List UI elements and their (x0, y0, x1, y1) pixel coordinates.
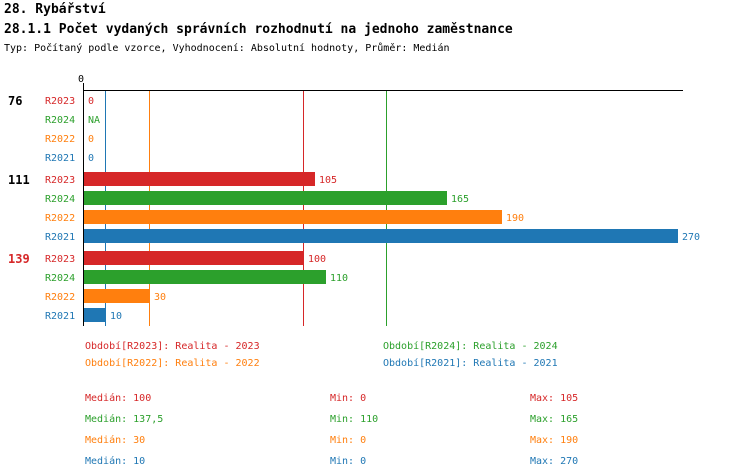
stat-min-R2021: Min: 0 (330, 456, 367, 467)
bar-R2024 (84, 270, 326, 284)
legend-item-R2023: Období[R2023]: Realita - 2023 (85, 341, 260, 352)
bar-value-label: 0 (88, 153, 95, 164)
group-label: 139 (8, 252, 30, 266)
stat-median-R2021: Medián: 10 (85, 456, 146, 467)
bar-value-label: 110 (330, 273, 349, 284)
median-line-R2022 (149, 90, 150, 326)
median-line-R2023 (303, 90, 304, 326)
group-label: 111 (8, 173, 30, 187)
chart-meta-line: Typ: Počítaný podle vzorce, Vyhodnocení:… (4, 43, 450, 54)
bar-value-label: 165 (451, 194, 470, 205)
bar-value-label: 270 (682, 232, 701, 243)
series-label: R2023 (45, 96, 76, 107)
stat-min-R2022: Min: 0 (330, 435, 367, 446)
group-label: 76 (8, 94, 23, 108)
axis-left-line (83, 90, 84, 326)
bar-value-label: 10 (110, 311, 123, 322)
bar-R2021 (84, 229, 678, 243)
stat-max-R2022: Max: 190 (530, 435, 579, 446)
axis-top-line (83, 90, 683, 91)
series-label: R2022 (45, 213, 76, 224)
bar-value-label: 30 (154, 292, 167, 303)
stat-min-R2024: Min: 110 (330, 414, 379, 425)
legend-item-R2022: Období[R2022]: Realita - 2022 (85, 358, 260, 369)
series-label: R2021 (45, 311, 76, 322)
stat-median-R2024: Medián: 137,5 (85, 414, 164, 425)
stat-max-R2024: Max: 165 (530, 414, 579, 425)
bar-value-label: NA (88, 115, 101, 126)
bar-R2021 (84, 308, 106, 322)
series-label: R2024 (45, 115, 76, 126)
legend-item-R2024: Období[R2024]: Realita - 2024 (383, 341, 558, 352)
series-label: R2024 (45, 273, 76, 284)
bar-R2022 (84, 210, 502, 224)
page-title: 28. Rybářství (4, 2, 106, 17)
bar-R2024 (84, 191, 447, 205)
median-line-R2024 (386, 90, 387, 326)
stat-max-R2021: Max: 270 (530, 456, 579, 467)
indicator-title: 28.1.1 Počet vydaných správních rozhodnu… (4, 22, 513, 37)
series-label: R2022 (45, 292, 76, 303)
axis-zero-tick-label: 0 (78, 74, 85, 85)
series-label: R2024 (45, 194, 76, 205)
series-label: R2022 (45, 134, 76, 145)
series-label: R2021 (45, 153, 76, 164)
bar-value-label: 100 (308, 254, 327, 265)
bar-R2023 (84, 251, 304, 265)
bar-value-label: 190 (506, 213, 525, 224)
series-label: R2023 (45, 254, 76, 265)
bar-R2022 (84, 289, 150, 303)
stat-min-R2023: Min: 0 (330, 393, 367, 404)
bar-value-label: 0 (88, 134, 95, 145)
bar-R2023 (84, 172, 315, 186)
series-label: R2021 (45, 232, 76, 243)
stat-median-R2022: Medián: 30 (85, 435, 146, 446)
bar-value-label: 0 (88, 96, 95, 107)
legend-item-R2021: Období[R2021]: Realita - 2021 (383, 358, 558, 369)
axis-zero-tick (83, 83, 84, 90)
median-line-R2021 (105, 90, 106, 326)
bar-value-label: 105 (319, 175, 338, 186)
stat-max-R2023: Max: 105 (530, 393, 579, 404)
stat-median-R2023: Medián: 100 (85, 393, 152, 404)
series-label: R2023 (45, 175, 76, 186)
